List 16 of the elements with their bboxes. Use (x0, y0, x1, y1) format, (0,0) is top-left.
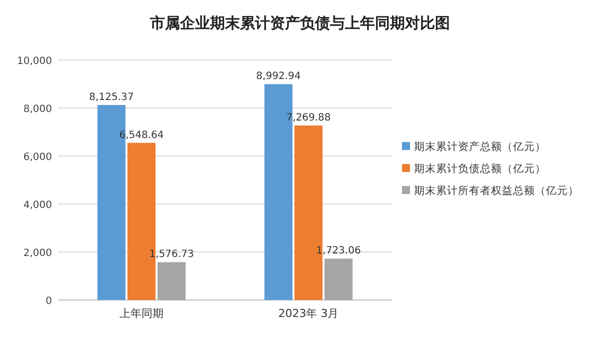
legend-label: 期末累计负债总额（亿元） (414, 162, 546, 175)
bar (324, 258, 353, 300)
x-tick-label: 2023年 3月 (278, 307, 339, 320)
x-tick-label: 上年同期 (120, 307, 164, 320)
y-tick-label: 10,000 (17, 56, 52, 67)
y-tick-label: 8,000 (23, 104, 52, 115)
y-tick-label: 4,000 (23, 200, 52, 211)
legend-label: 期末累计所有者权益总额（亿元） (414, 184, 579, 197)
chart-title: 市属企业期末累计资产负债与上年同期对比图 (149, 14, 450, 32)
y-tick-label: 6,000 (23, 152, 52, 163)
y-tick-label: 0 (46, 296, 52, 307)
y-tick-label: 2,000 (23, 248, 52, 259)
data-label: 8,125.37 (89, 92, 134, 103)
legend-label: 期末累计资产总额（亿元） (414, 140, 546, 153)
data-label: 8,992.94 (256, 71, 301, 82)
bar (158, 262, 186, 300)
